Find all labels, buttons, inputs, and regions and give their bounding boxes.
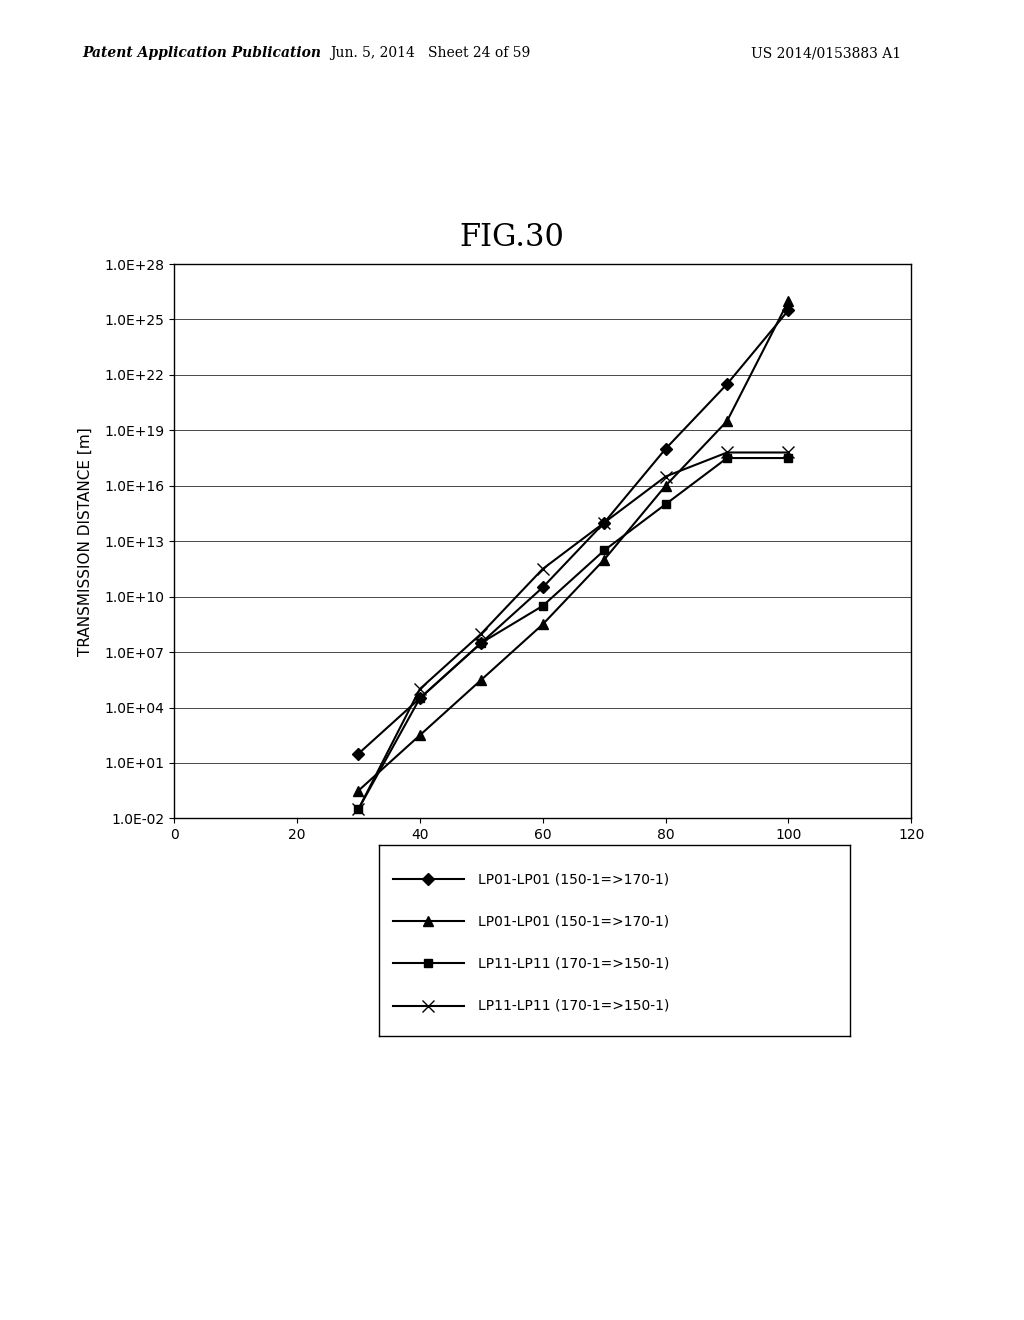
LP11-LP11 (170-1=>150-1): [414, 690, 426, 706]
Text: LP01-LP01 (150-1=>170-1): LP01-LP01 (150-1=>170-1): [478, 915, 669, 928]
LP11-LP11 (170-1=>150-1): [537, 598, 549, 614]
Text: LP11-LP11 (170-1=>150-1): LP11-LP11 (170-1=>150-1): [478, 957, 669, 970]
LP01-LP01 (150-1=>170-1): [352, 746, 365, 762]
LP11-LP11 (170-1=>150-1): [537, 561, 549, 577]
LP01-LP01 (150-1=>170-1): [659, 478, 672, 494]
Text: Patent Application Publication: Patent Application Publication: [82, 46, 321, 61]
LP11-LP11 (170-1=>150-1): [352, 801, 365, 817]
LP11-LP11 (170-1=>150-1): [352, 801, 365, 817]
LP01-LP01 (150-1=>170-1): [782, 293, 795, 309]
Line: LP01-LP01 (150-1=>170-1): LP01-LP01 (150-1=>170-1): [353, 296, 794, 796]
LP01-LP01 (150-1=>170-1): [721, 376, 733, 392]
Line: LP11-LP11 (170-1=>150-1): LP11-LP11 (170-1=>150-1): [354, 454, 793, 813]
Line: LP11-LP11 (170-1=>150-1): LP11-LP11 (170-1=>150-1): [353, 447, 794, 814]
Text: US 2014/0153883 A1: US 2014/0153883 A1: [751, 46, 901, 61]
Text: LP11-LP11 (170-1=>150-1): LP11-LP11 (170-1=>150-1): [478, 998, 669, 1012]
LP01-LP01 (150-1=>170-1): [782, 302, 795, 318]
LP11-LP11 (170-1=>150-1): [414, 681, 426, 697]
LP01-LP01 (150-1=>170-1): [537, 616, 549, 632]
LP11-LP11 (170-1=>150-1): [782, 445, 795, 461]
LP11-LP11 (170-1=>150-1): [721, 445, 733, 461]
LP01-LP01 (150-1=>170-1): [598, 515, 610, 531]
X-axis label: DISTANCE BETWEEN CORES [μm]: DISTANCE BETWEEN CORES [μm]: [415, 847, 671, 863]
LP01-LP01 (150-1=>170-1): [659, 441, 672, 457]
LP11-LP11 (170-1=>150-1): [475, 626, 487, 642]
LP11-LP11 (170-1=>150-1): [475, 635, 487, 651]
Line: LP01-LP01 (150-1=>170-1): LP01-LP01 (150-1=>170-1): [354, 306, 793, 758]
Text: FIG.30: FIG.30: [460, 222, 564, 253]
Text: Jun. 5, 2014   Sheet 24 of 59: Jun. 5, 2014 Sheet 24 of 59: [330, 46, 530, 61]
LP01-LP01 (150-1=>170-1): [475, 672, 487, 688]
LP11-LP11 (170-1=>150-1): [659, 469, 672, 484]
LP01-LP01 (150-1=>170-1): [414, 727, 426, 743]
LP11-LP11 (170-1=>150-1): [721, 450, 733, 466]
LP01-LP01 (150-1=>170-1): [721, 413, 733, 429]
LP11-LP11 (170-1=>150-1): [659, 496, 672, 512]
LP01-LP01 (150-1=>170-1): [475, 635, 487, 651]
LP01-LP01 (150-1=>170-1): [598, 552, 610, 568]
LP11-LP11 (170-1=>150-1): [598, 515, 610, 531]
Y-axis label: TRANSMISSION DISTANCE [m]: TRANSMISSION DISTANCE [m]: [78, 426, 93, 656]
LP11-LP11 (170-1=>150-1): [782, 450, 795, 466]
LP01-LP01 (150-1=>170-1): [352, 783, 365, 799]
Text: LP01-LP01 (150-1=>170-1): LP01-LP01 (150-1=>170-1): [478, 873, 669, 886]
LP11-LP11 (170-1=>150-1): [598, 543, 610, 558]
LP01-LP01 (150-1=>170-1): [414, 690, 426, 706]
LP01-LP01 (150-1=>170-1): [537, 579, 549, 595]
